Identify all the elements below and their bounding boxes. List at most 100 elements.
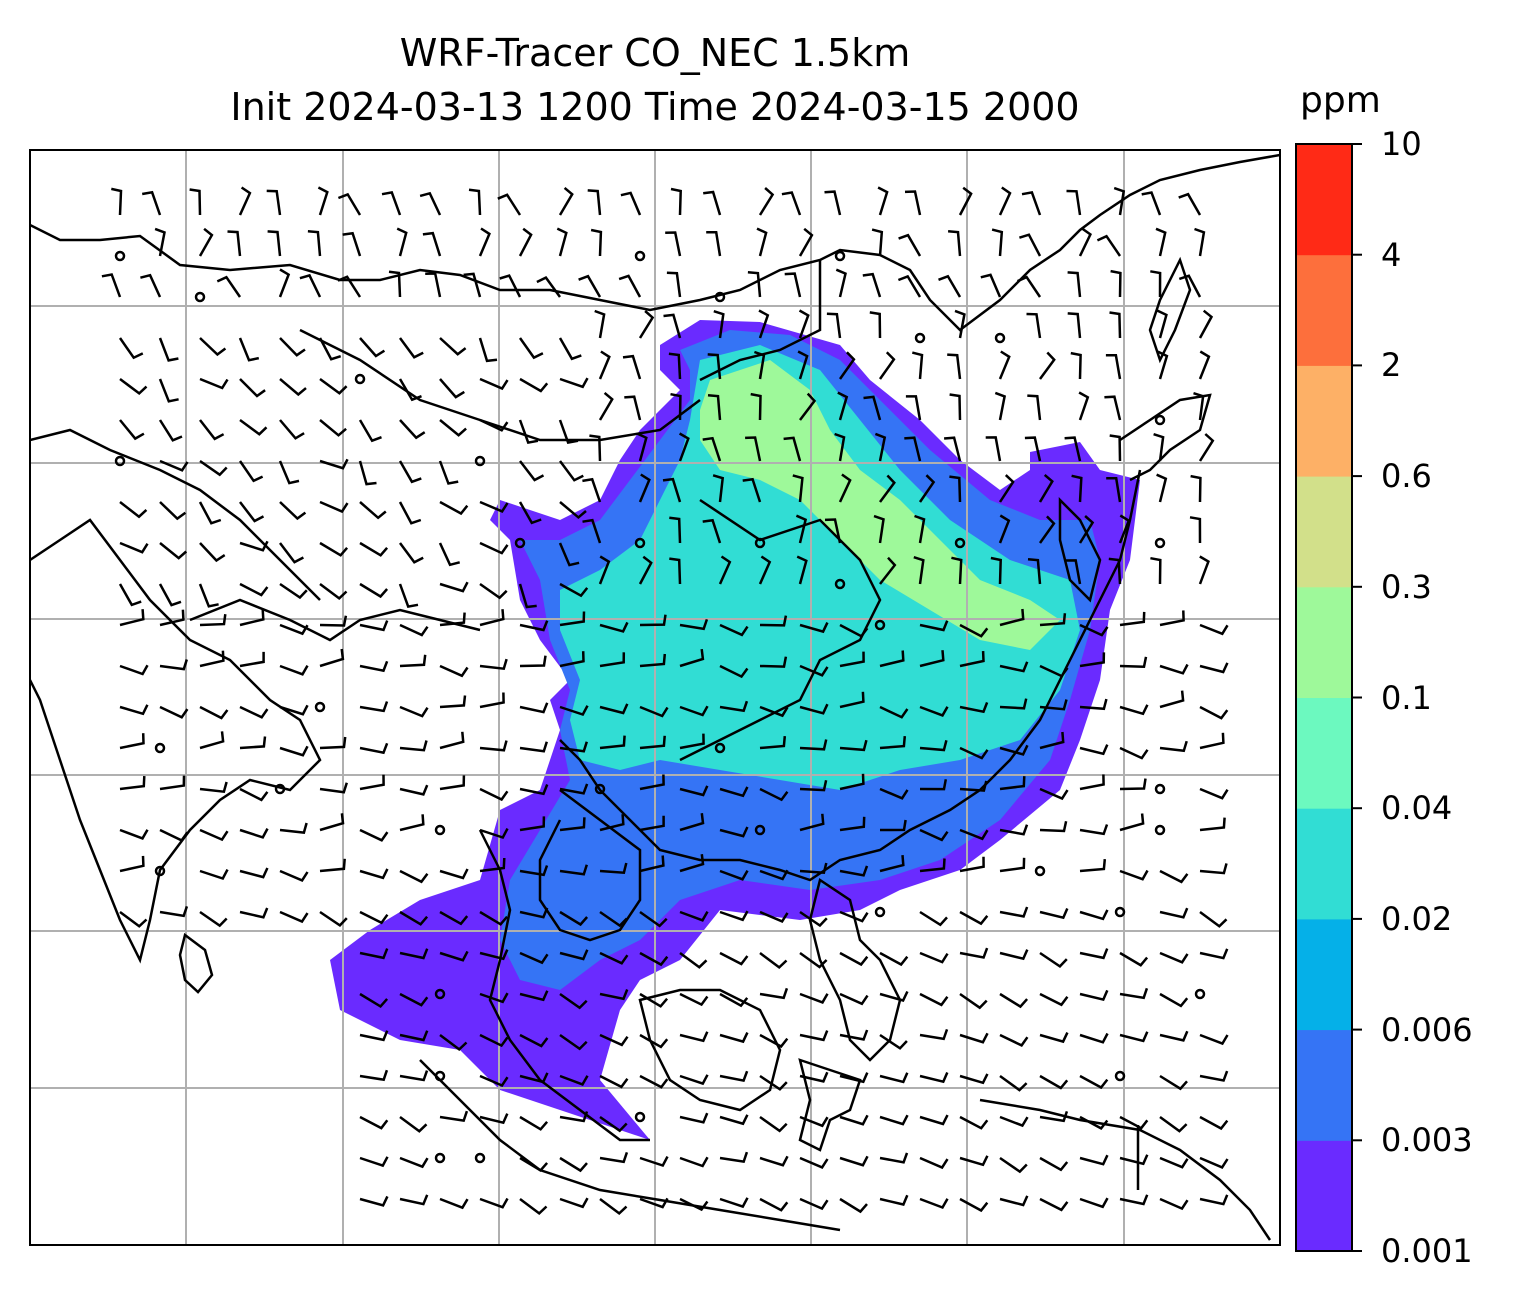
wind-barb	[742, 477, 762, 503]
wind-barb	[999, 992, 1029, 1009]
wind-barb	[759, 987, 789, 1000]
coastline-sumatra-java	[419, 1059, 841, 1232]
wind-barb	[479, 692, 505, 709]
wind-barb	[582, 477, 602, 503]
wind-barb	[1066, 189, 1082, 216]
wind-barb	[999, 608, 1025, 627]
wind-barb	[359, 541, 389, 557]
wind-barb	[919, 1028, 949, 1041]
wind-barb	[1189, 516, 1202, 544]
coastline-india	[30, 518, 322, 964]
wind-barb	[991, 228, 1004, 257]
wind-barb	[1199, 1194, 1229, 1206]
wind-barb	[839, 865, 869, 877]
wind-barb	[669, 557, 682, 585]
wind-barb	[679, 1156, 709, 1168]
wind-barb	[594, 309, 606, 339]
wind-barb	[1038, 515, 1056, 544]
wind-barb	[1026, 312, 1042, 339]
calm-wind-circle	[114, 455, 126, 467]
wind-barb	[1104, 395, 1122, 421]
wind-barb	[439, 1197, 469, 1210]
wind-barb	[1199, 705, 1229, 720]
wind-barb	[536, 276, 562, 298]
wind-barb	[639, 705, 669, 718]
wind-barb	[759, 910, 789, 923]
wind-barb	[914, 514, 926, 544]
wind-barb	[719, 623, 749, 637]
wind-barb	[959, 746, 989, 760]
wind-barb	[919, 992, 949, 1007]
wind-barb	[1079, 824, 1109, 836]
wind-barb	[919, 620, 949, 632]
wind-barb	[959, 701, 989, 714]
wind-barb	[839, 651, 865, 668]
wind-barb	[959, 1073, 989, 1085]
wind-barb	[1065, 559, 1082, 585]
wind-barb	[479, 377, 509, 391]
wind-barb	[1105, 354, 1122, 380]
coastline-north	[30, 153, 1280, 332]
wind-barb	[796, 555, 808, 585]
wind-barb	[824, 190, 842, 216]
colorbar-segment	[1296, 697, 1352, 809]
colorbar-tick-label: 10	[1381, 125, 1422, 163]
wind-barb	[839, 992, 869, 1006]
wind-barb	[759, 1033, 789, 1049]
wind-barb	[1199, 948, 1229, 960]
wind-barb	[1096, 234, 1122, 257]
wind-barb	[1079, 698, 1108, 711]
wind-barb	[1039, 951, 1068, 969]
calm-wind-circle	[834, 578, 846, 590]
wind-barb	[639, 1197, 669, 1209]
wind-barb	[1079, 858, 1107, 873]
wind-barb	[1178, 192, 1202, 216]
colorbar-tick-label: 0.02	[1381, 899, 1453, 938]
calm-wind-circle	[434, 988, 446, 1000]
wind-barb	[839, 1029, 869, 1041]
wind-barb	[479, 609, 505, 627]
wind-barb	[101, 273, 122, 298]
wind-barb	[839, 1072, 869, 1084]
wind-barb	[519, 1115, 549, 1131]
wind-barb	[118, 583, 142, 607]
wind-barb	[1079, 744, 1109, 756]
wind-barb	[1159, 1030, 1189, 1042]
wind-barb	[599, 989, 629, 1001]
wind-barb	[479, 658, 508, 671]
wind-barb	[879, 1152, 909, 1164]
wind-barb	[599, 814, 625, 832]
wind-barb	[897, 274, 922, 298]
wind-barb	[679, 1112, 709, 1124]
tracer-level-inner	[560, 345, 1080, 790]
wind-barb	[119, 855, 145, 873]
wind-barb	[1039, 787, 1069, 801]
wind-barb	[439, 868, 469, 880]
wind-barb	[999, 1156, 1028, 1174]
wind-barb	[719, 869, 749, 881]
wind-barb	[399, 869, 429, 884]
wind-barb	[307, 230, 322, 257]
colorbar-segment	[1296, 918, 1352, 1031]
wind-barb	[559, 949, 589, 961]
wind-barb	[1156, 309, 1168, 339]
coastline-japan	[1119, 256, 1212, 482]
wind-barb	[947, 353, 962, 380]
wind-barb	[1199, 910, 1228, 928]
wind-barb	[337, 275, 362, 298]
wind-barb	[559, 817, 586, 832]
wind-barb	[959, 651, 985, 668]
wind-barb	[919, 705, 949, 717]
wind-barb	[758, 309, 770, 339]
wind-barb	[1110, 269, 1122, 298]
wind-barb	[999, 744, 1029, 756]
wind-barb	[359, 620, 389, 632]
calm-wind-circle	[474, 455, 486, 467]
wind-barb	[479, 541, 509, 555]
wind-barb	[519, 907, 549, 919]
wind-barb	[1078, 391, 1090, 421]
wind-barb	[1079, 623, 1109, 637]
wind-barb	[759, 735, 787, 750]
wind-barb	[618, 274, 642, 298]
wind-barb	[238, 186, 252, 216]
